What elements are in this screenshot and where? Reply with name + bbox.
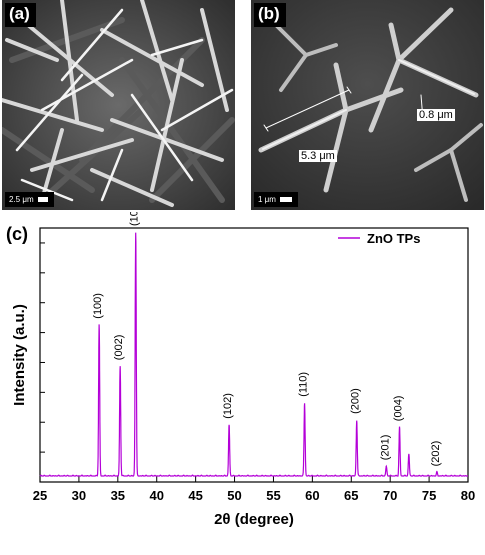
length-measurement: 5.3 μm: [299, 150, 337, 162]
x-tick-label: 25: [33, 488, 47, 503]
plot-frame: [39, 227, 469, 483]
x-tick-label: 55: [266, 488, 280, 503]
xrd-pattern-line: [39, 232, 468, 477]
x-tick-label: 45: [188, 488, 202, 503]
x-tick-label: 80: [461, 488, 475, 503]
peak-label: (201): [379, 435, 391, 461]
scale-bar-b-line: [279, 197, 292, 202]
peak-label: (110): [298, 372, 310, 397]
xrd-chart: (c) 25 30 35 40 45 50 55 60 65 70 75 80 (100) (002)(…: [0, 200, 485, 550]
x-tick-label: 50: [227, 488, 241, 503]
x-tick-label: 35: [111, 488, 125, 503]
x-tick-label: 75: [422, 488, 436, 503]
panel-b-label: (b): [254, 3, 286, 27]
axis-ticks: [39, 242, 469, 482]
legend-label: ZnO TPs: [367, 231, 420, 246]
peak-label: (100): [92, 293, 104, 319]
scale-bar-a-line: [37, 197, 48, 202]
width-measurement: 0.8 μm: [417, 109, 455, 121]
y-axis-label: Intensity (a.u.): [11, 304, 28, 406]
peak-label: (202): [430, 441, 442, 467]
x-tick-label: 30: [72, 488, 86, 503]
sem-image-a: (a) 2.5 μm: [2, 0, 235, 210]
sem-micrograph-b: [251, 0, 484, 210]
panel-c-label: (c): [6, 224, 28, 244]
x-tick-labels: 25 30 35 40 45 50 55 60 65 70 75 80: [33, 488, 475, 503]
scale-bar-b-text: 1 μm: [258, 195, 276, 204]
scale-bar-b: 1 μm: [254, 192, 298, 207]
x-tick-label: 40: [149, 488, 163, 503]
peak-label: (102): [222, 393, 234, 419]
x-tick-label: 65: [344, 488, 358, 503]
peak-label: (002): [113, 335, 125, 361]
peak-label: (200): [350, 388, 362, 414]
x-tick-label: 70: [383, 488, 397, 503]
legend: ZnO TPs: [338, 231, 420, 246]
peak-label: (004): [393, 396, 405, 422]
panel-a-label: (a): [5, 3, 36, 27]
scale-bar-a-text: 2.5 μm: [9, 195, 34, 204]
peak-label: (101): [129, 212, 141, 226]
x-tick-label: 60: [305, 488, 319, 503]
sem-image-b: (b) 5.3 μm 0.8 μm 1 μm: [251, 0, 484, 210]
scale-bar-a: 2.5 μm: [5, 192, 54, 207]
sem-micrograph-a: [2, 0, 235, 210]
xrd-plot: (c) 25 30 35 40 45 50 55 60 65 70 75 80 (100)(002)(…: [6, 200, 475, 528]
peak-labels: (100) (002) (101) (102) (110) (200) (201) (004)…: [92, 200, 442, 467]
x-axis-label: 2θ (degree): [214, 511, 294, 528]
